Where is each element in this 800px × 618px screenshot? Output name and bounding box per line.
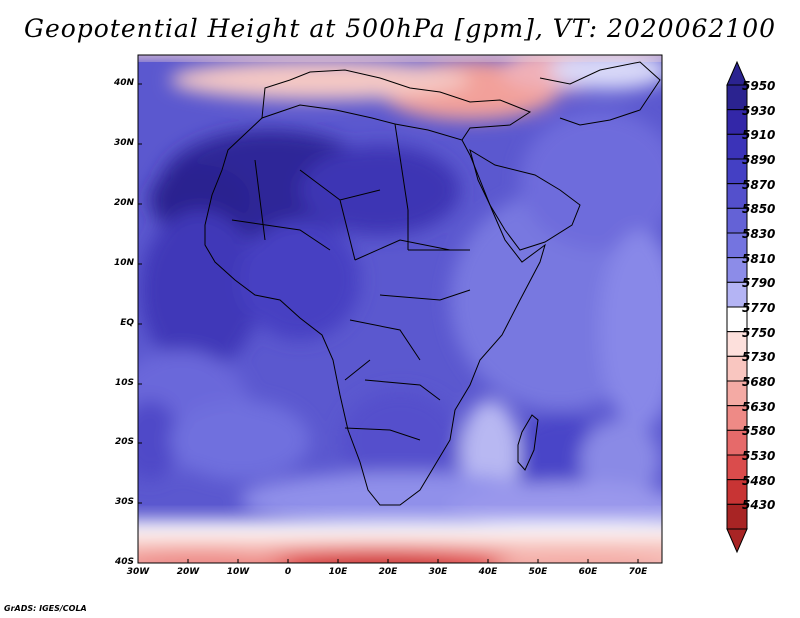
colorbar-level-label: 5530 xyxy=(742,449,776,463)
lat-label: 10N xyxy=(113,258,134,268)
lon-label: 40E xyxy=(478,567,498,577)
lat-label: 30N xyxy=(113,138,134,148)
lat-label: 30S xyxy=(114,497,134,507)
lat-label: EQ xyxy=(120,318,134,328)
colorbar-level-label: 5770 xyxy=(742,301,776,315)
lon-label: 70E xyxy=(628,567,648,577)
colorbar xyxy=(726,60,748,554)
lat-label: 20S xyxy=(114,437,134,447)
lon-label: 30E xyxy=(428,567,448,577)
colorbar-level-label: 5680 xyxy=(742,375,776,389)
colorbar-level-label: 5630 xyxy=(742,399,776,414)
footer-credit: GrADS: IGES/COLA xyxy=(4,604,87,613)
colorbar-level-label: 5430 xyxy=(742,498,776,513)
lon-label: 10E xyxy=(328,567,348,577)
lat-label: 40S xyxy=(114,557,134,567)
colorbar-level-label: 5950 xyxy=(742,79,776,93)
colorbar-level-label: 5910 xyxy=(742,128,776,143)
lon-label: 30W xyxy=(126,567,150,577)
colorbar-level-label: 5930 xyxy=(742,103,776,118)
lon-label: 10W xyxy=(226,567,250,577)
lat-label: 40N xyxy=(113,78,134,88)
lat-label: 20N xyxy=(113,198,134,208)
colorbar-level-label: 5730 xyxy=(742,350,776,365)
axis-ticks xyxy=(138,83,639,563)
colorbar-level-label: 5810 xyxy=(742,251,776,266)
colorbar-level-label: 5850 xyxy=(742,202,776,217)
coastlines xyxy=(204,61,661,506)
colorbar-level-label: 5890 xyxy=(742,153,776,167)
map-frame xyxy=(137,54,663,564)
lat-label: 10S xyxy=(114,378,134,388)
lon-label: 50E xyxy=(528,567,548,577)
colorbar-level-label: 5830 xyxy=(742,227,776,241)
lon-label: 20W xyxy=(176,567,200,577)
colorbar-level-label: 5480 xyxy=(742,473,776,488)
geopotential-field xyxy=(138,55,662,563)
colorbar-level-label: 5750 xyxy=(742,325,776,340)
colorbar-bottom-triangle xyxy=(726,528,748,554)
lon-label: 20E xyxy=(378,567,398,577)
colorbar-level-label: 5870 xyxy=(742,177,776,192)
page-title: Geopotential Height at 500hPa [gpm], VT:… xyxy=(23,14,777,43)
colorbar-level-label: 5790 xyxy=(742,276,776,291)
lon-label: 60E xyxy=(578,567,598,577)
colorbar-level-label: 5580 xyxy=(742,424,776,439)
lon-label: 0 xyxy=(284,567,292,577)
